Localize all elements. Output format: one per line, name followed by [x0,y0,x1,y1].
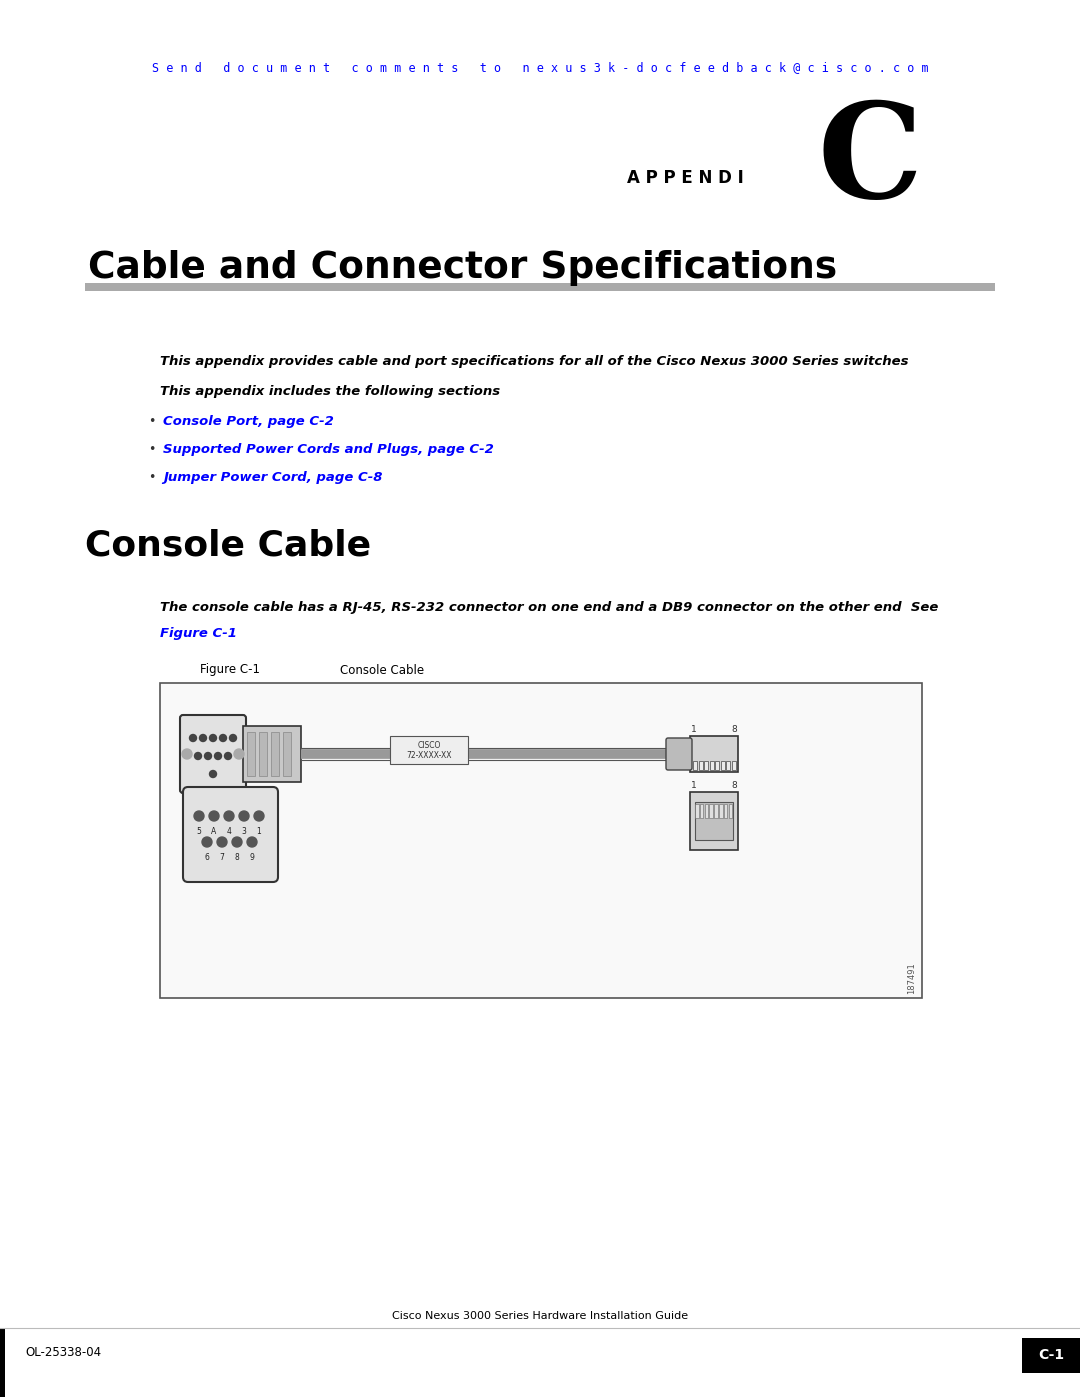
Circle shape [210,735,216,742]
Text: •: • [148,415,156,429]
Bar [719,805,723,819]
Circle shape [210,771,216,778]
Bar [729,805,732,819]
Text: 6: 6 [204,854,210,862]
Text: •: • [148,443,156,457]
Bar [696,802,733,840]
Text: 72-XXXX-XX: 72-XXXX-XX [406,750,451,760]
Text: 7: 7 [219,854,225,862]
Bar [699,761,702,770]
Text: This appendix provides cable and port specifications for all of the Cisco Nexus : This appendix provides cable and port sp… [160,355,908,369]
Bar [724,805,727,819]
Circle shape [219,735,227,742]
Bar [704,761,708,770]
Text: 1: 1 [691,781,697,791]
Circle shape [225,753,231,760]
Circle shape [254,812,264,821]
Text: C-1: C-1 [1038,1348,1064,1362]
Bar [390,736,468,764]
Text: A: A [212,827,217,837]
Text: Console Port, page C-2: Console Port, page C-2 [163,415,334,429]
FancyBboxPatch shape [183,787,278,882]
Text: The console cable has a RJ-45, RS-232 connector on one end and a DB9 connector o: The console cable has a RJ-45, RS-232 co… [160,602,939,615]
Text: A P P E N D I: A P P E N D I [626,169,743,187]
Text: C: C [818,98,922,226]
Text: 187491: 187491 [907,963,916,995]
Text: Cable and Connector Specifications: Cable and Connector Specifications [87,250,837,286]
Circle shape [229,735,237,742]
FancyBboxPatch shape [180,715,246,793]
Circle shape [217,837,227,847]
Circle shape [200,735,206,742]
Circle shape [247,837,257,847]
Bar [700,805,703,819]
Circle shape [194,812,204,821]
Bar [710,805,713,819]
Text: Supported Power Cords and Plugs, page C-2: Supported Power Cords and Plugs, page C-… [163,443,494,457]
Text: Console Cable: Console Cable [340,664,424,676]
Bar [693,761,697,770]
Bar [720,761,725,770]
Bar [731,761,735,770]
Bar [715,761,719,770]
Bar [85,284,995,291]
Bar [0,1329,5,1397]
Bar [243,726,301,782]
Text: S e n d   d o c u m e n t   c o m m e n t s   t o   n e x u s 3 k - d o c f e e : S e n d d o c u m e n t c o m m e n t s … [151,61,929,74]
Bar [1022,1338,1080,1373]
Bar [690,792,738,849]
Text: 9: 9 [249,854,255,862]
Bar [696,805,699,819]
Bar [704,805,708,819]
Bar [160,683,922,997]
Text: Cisco Nexus 3000 Series Hardware Installation Guide: Cisco Nexus 3000 Series Hardware Install… [392,1310,688,1322]
Text: 5: 5 [197,827,202,837]
Circle shape [234,749,244,759]
Text: 8: 8 [731,781,737,791]
Text: 3: 3 [242,827,246,837]
Text: Console Cable: Console Cable [85,528,372,562]
Text: This appendix includes the following sections: This appendix includes the following sec… [160,386,500,398]
Text: 1: 1 [257,827,261,837]
Circle shape [183,749,192,759]
Circle shape [215,753,221,760]
Circle shape [204,753,212,760]
Circle shape [239,812,249,821]
Text: Figure C-1: Figure C-1 [160,626,237,640]
Circle shape [202,837,212,847]
Circle shape [194,753,202,760]
Bar [726,761,730,770]
Circle shape [189,735,197,742]
Text: 8: 8 [731,725,737,733]
Text: Figure C-1: Figure C-1 [200,664,260,676]
Text: 1: 1 [691,725,697,733]
Bar [271,732,279,775]
Bar [690,736,738,773]
Text: 8: 8 [234,854,240,862]
Bar [710,761,714,770]
Text: CISCO: CISCO [417,740,441,750]
Bar [247,732,255,775]
Circle shape [210,812,219,821]
Text: OL-25338-04: OL-25338-04 [25,1347,102,1359]
Circle shape [224,812,234,821]
FancyBboxPatch shape [666,738,692,770]
Bar [259,732,267,775]
Circle shape [232,837,242,847]
Text: 4: 4 [227,827,231,837]
Bar [283,732,291,775]
Text: •: • [148,472,156,485]
Text: Jumper Power Cord, page C-8: Jumper Power Cord, page C-8 [163,472,382,485]
Bar [714,805,718,819]
